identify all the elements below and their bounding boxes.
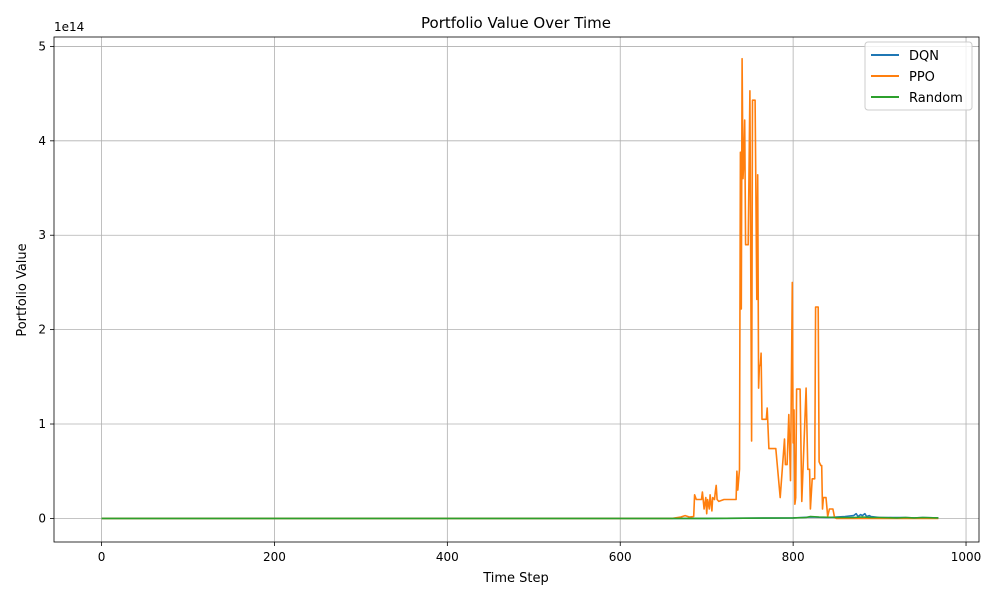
series-line-random	[101, 515, 939, 520]
legend-label-dqn: DQN	[909, 49, 939, 64]
chart-title: Portfolio Value Over Time	[421, 14, 611, 32]
y-tick-label: 1	[38, 417, 46, 431]
y-tick-label: 2	[38, 323, 46, 337]
legend-label-random: Random	[909, 91, 963, 106]
x-tick-label: 600	[609, 550, 632, 564]
y-axis: 0 1 2 3 4 5	[38, 39, 54, 525]
series-layer	[101, 57, 939, 520]
x-tick-label: 200	[263, 550, 286, 564]
x-tick-label: 0	[98, 550, 106, 564]
legend-box	[864, 41, 973, 111]
y-tick-label: 3	[38, 228, 46, 242]
plot-frame	[53, 36, 980, 543]
x-axis: 0 200 400 600 800 1000	[98, 542, 982, 564]
x-tick-label: 800	[782, 550, 805, 564]
y-axis-label: Portfolio Value	[15, 243, 30, 336]
y-tick-label: 5	[38, 39, 46, 53]
series-line-ppo	[101, 57, 939, 520]
x-tick-label: 400	[436, 550, 459, 564]
y-tick-label: 0	[38, 511, 46, 525]
y-tick-label: 4	[38, 134, 46, 148]
x-tick-label: 1000	[951, 550, 982, 564]
y-axis-offset-text: 1e14	[54, 20, 84, 34]
x-axis-label: Time Step	[482, 571, 549, 586]
legend-label-ppo: PPO	[909, 70, 935, 85]
legend: DQN PPO Random	[864, 41, 973, 111]
